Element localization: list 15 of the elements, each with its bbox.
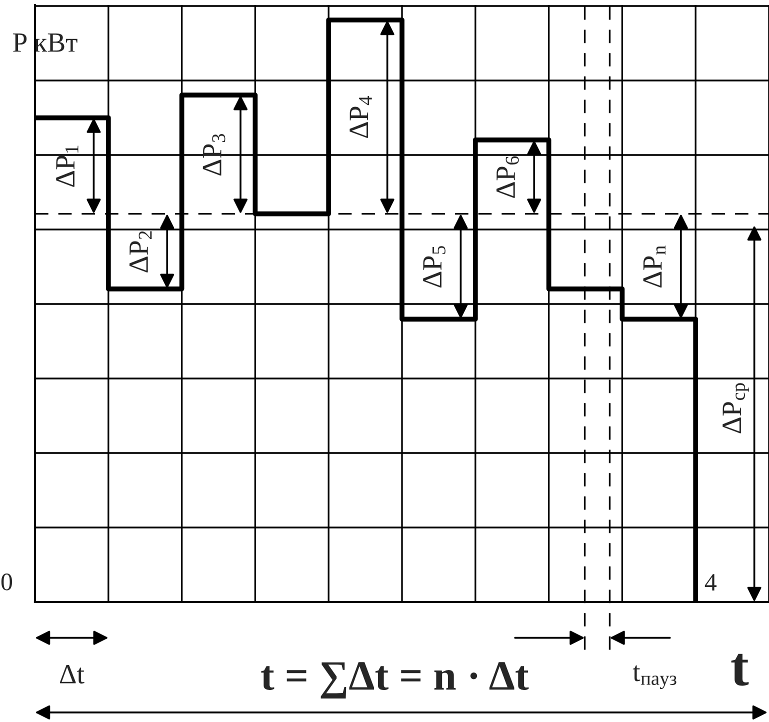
annotation: ΔP$_{3}$ — [202, 134, 226, 176]
text: t$_{пауз}$ — [632, 665, 676, 689]
text: t = ∑Δt = n · Δt — [261, 662, 529, 699]
annotation: ΔP$_{4}$ — [350, 96, 372, 138]
y-axis-title: P кВт — [13, 33, 78, 52]
annotation: ΔP$_{5}$ — [423, 246, 446, 288]
text: 0 — [1, 573, 12, 590]
text: Δt — [60, 664, 84, 684]
annotation: ΔP$_{6}$ — [496, 156, 519, 198]
annotation: 4 — [704, 574, 717, 591]
x-axis-title: t — [731, 654, 749, 686]
annotation: ΔP$_{n}$ — [643, 246, 666, 288]
annotation: ΔP$_{2}$ — [130, 231, 152, 272]
annotation: ΔP$_{ср}$ — [722, 383, 749, 434]
annotation: ΔP$_{1}$ — [56, 146, 78, 187]
